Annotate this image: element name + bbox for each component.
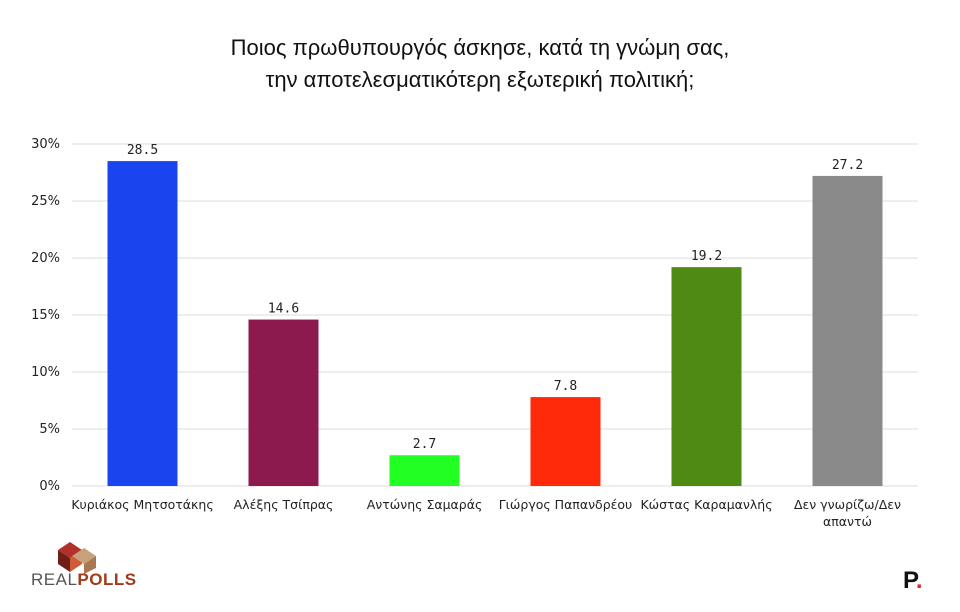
bars xyxy=(107,161,883,487)
data-label: 2.7 xyxy=(413,437,436,452)
x-tick-label: Κυριάκος Μητσοτάκης xyxy=(71,497,213,512)
x-tick-label: Κώστας Καραμανλής xyxy=(640,497,772,512)
data-label: 27.2 xyxy=(832,158,863,173)
y-axis: 0% 5% 10% 15% 20% 25% 30% xyxy=(31,137,60,494)
x-tick-label: Γιώργος Παπανδρέου xyxy=(499,497,633,512)
gridlines xyxy=(72,143,918,487)
y-tick-label: 30% xyxy=(31,137,60,152)
bar xyxy=(530,397,601,486)
x-axis: Κυριάκος Μητσοτάκης Αλέξης Τσίπρας Αντώνης… xyxy=(71,497,901,529)
bar xyxy=(389,455,460,486)
y-tick-label: 5% xyxy=(39,422,60,437)
data-label: 14.6 xyxy=(268,302,299,317)
y-tick-label: 15% xyxy=(31,308,60,323)
title-line-1: Ποιος πρωθυπουργός άσκησε, κατά τη γνώμη… xyxy=(230,35,730,60)
realpolls-logo-mark xyxy=(58,542,96,574)
data-labels: 28.5 14.6 2.7 7.8 19.2 27.2 xyxy=(127,143,863,452)
y-tick-label: 20% xyxy=(31,251,60,266)
x-tick-label: Δεν γνωρίζω/Δεν xyxy=(794,497,901,512)
realpolls-logo xyxy=(28,534,128,594)
bar xyxy=(812,175,883,487)
realpolls-wordmark-real: REAL xyxy=(31,570,78,589)
publisher-logo-letter: P xyxy=(903,567,916,594)
bar xyxy=(107,161,178,486)
chart-title: Ποιος πρωθυπουργός άσκησε, κατά τη γνώμη… xyxy=(0,32,960,96)
realpolls-wordmark-polls: POLLS xyxy=(77,570,137,589)
publisher-logo-dot: . xyxy=(915,567,923,594)
title-line-2: την αποτελεσματικότερη εξωτερική πολιτικ… xyxy=(265,67,695,92)
y-tick-label: 25% xyxy=(31,194,60,209)
data-label: 19.2 xyxy=(691,249,722,264)
x-tick-label: Αλέξης Τσίπρας xyxy=(234,497,334,512)
y-tick-label: 0% xyxy=(39,479,60,494)
x-tick-label: απαντώ xyxy=(823,514,872,529)
bar xyxy=(248,319,319,486)
bar xyxy=(671,267,742,486)
data-label: 28.5 xyxy=(127,143,158,158)
data-label: 7.8 xyxy=(554,379,577,394)
x-tick-label: Αντώνης Σαμαράς xyxy=(367,497,483,512)
realpolls-wordmark: REALPOLLS xyxy=(31,570,137,590)
publisher-logo: P. xyxy=(903,567,923,595)
y-tick-label: 10% xyxy=(31,365,60,380)
